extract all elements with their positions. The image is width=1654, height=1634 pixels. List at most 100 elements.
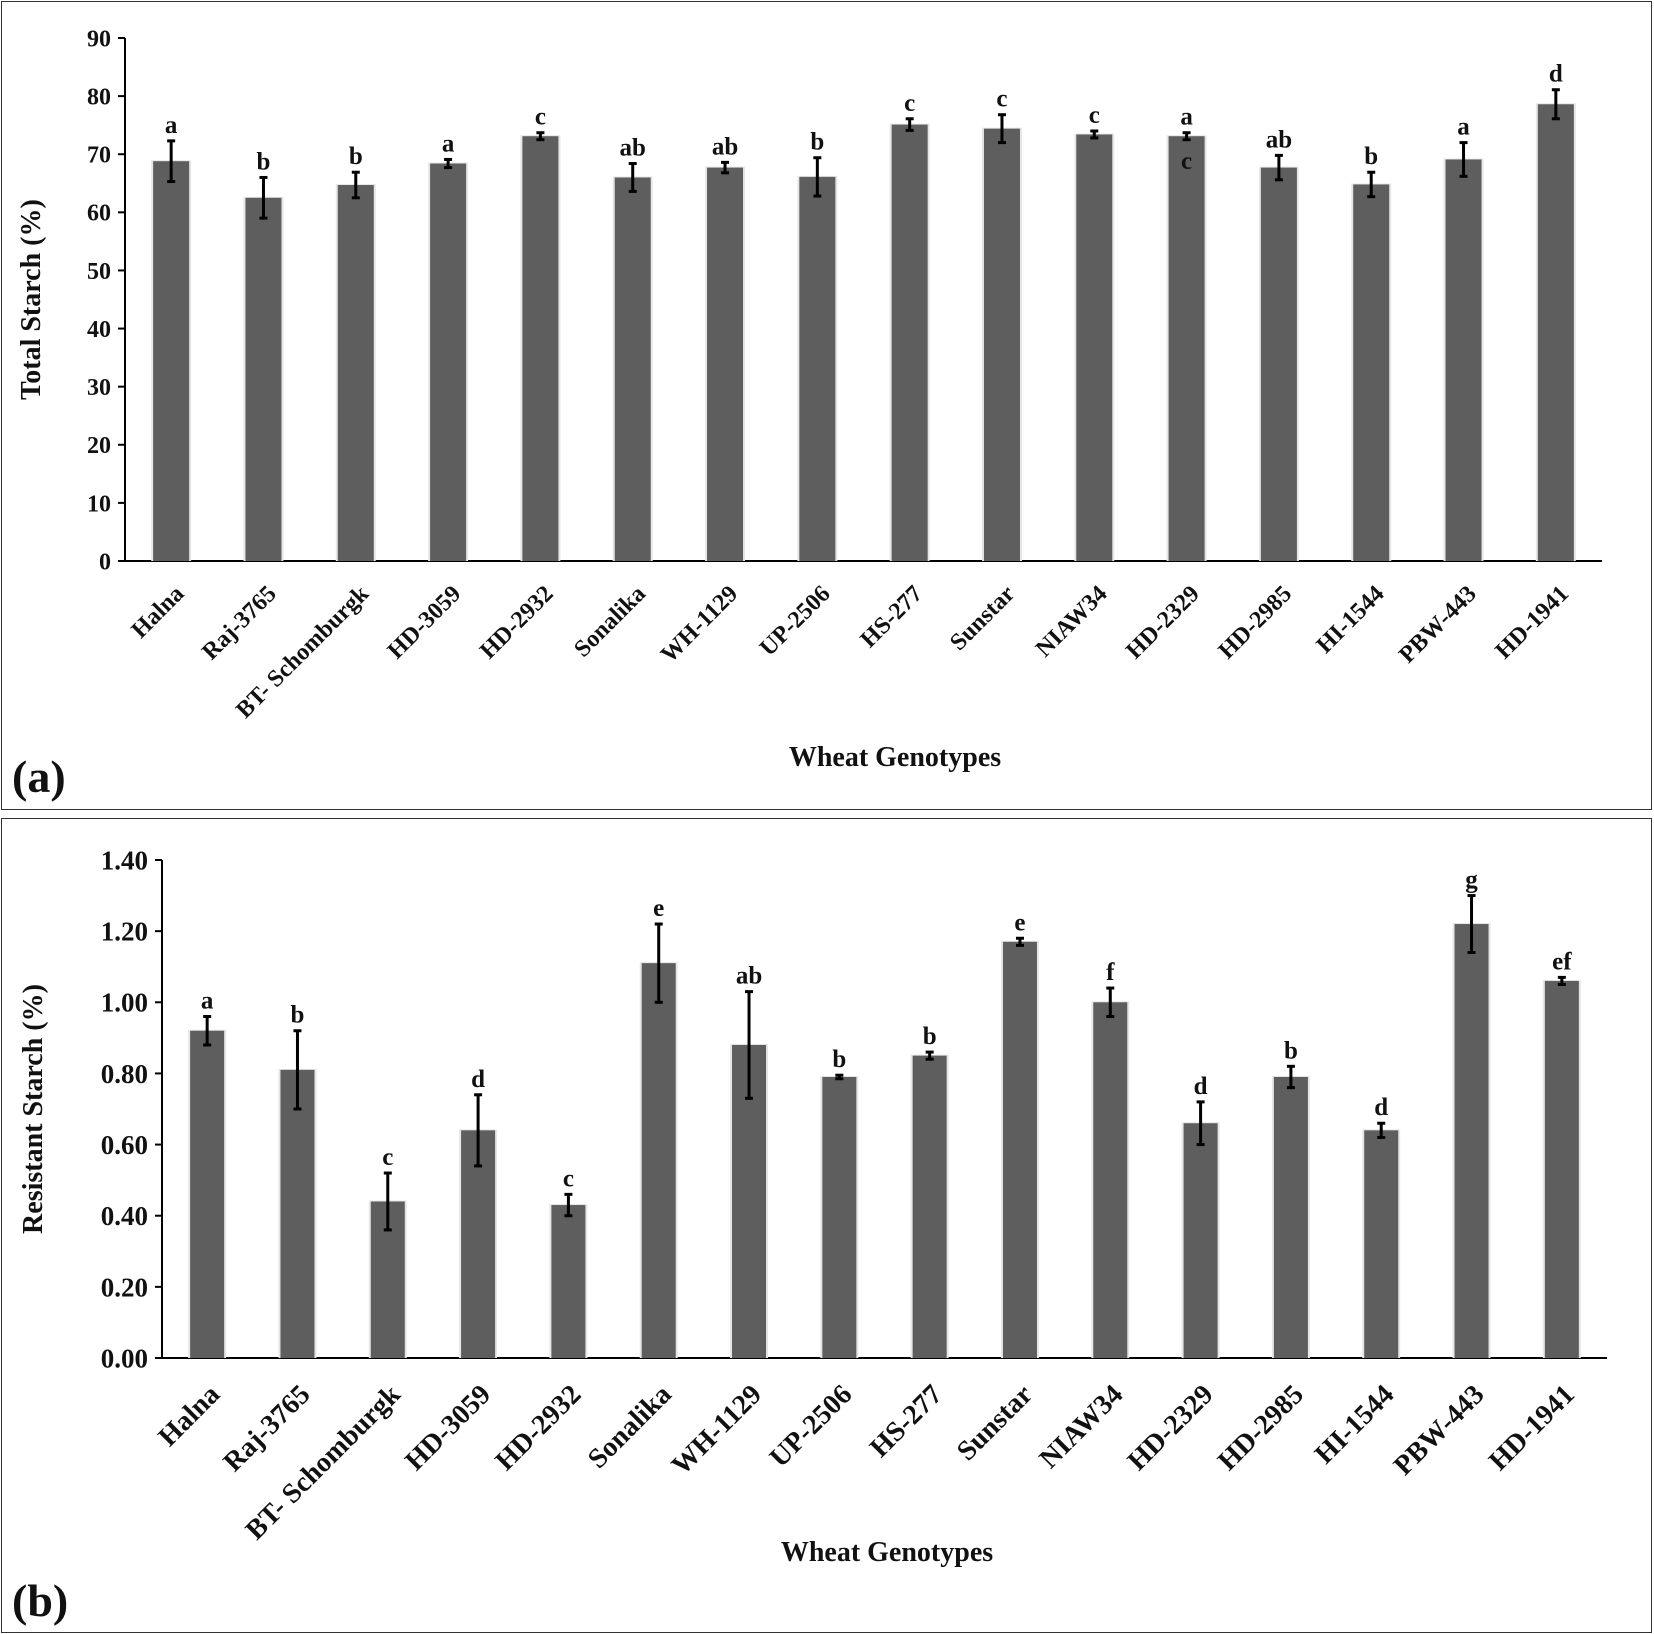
significance-label: a [1457, 114, 1470, 141]
significance-label: b [1364, 143, 1378, 170]
x-tick-label: Halna [127, 581, 190, 644]
significance-label: d [471, 1066, 485, 1093]
panel-label: (a) [12, 751, 66, 802]
significance-label: d [1374, 1094, 1388, 1121]
significance-label: c [904, 90, 915, 117]
significance-label: e [1014, 909, 1025, 936]
y-tick-label: 0.20 [101, 1272, 148, 1302]
x-axis-label: Wheat Genotypes [781, 1537, 993, 1568]
significance-label: a [442, 130, 455, 157]
x-tick-label: HI-1544 [1312, 581, 1390, 659]
x-tick-label: Sunstar [945, 581, 1020, 656]
x-tick-label: PBW-443 [1394, 581, 1482, 669]
x-tick-label: UP-2506 [755, 581, 836, 662]
significance-label: b [832, 1046, 846, 1073]
significance-label: d [1194, 1073, 1208, 1100]
bar-raj-3765 [245, 197, 282, 562]
y-tick-label: 0.40 [101, 1201, 148, 1231]
y-tick-label: 30 [87, 375, 111, 401]
bar-hd-1941 [1544, 980, 1579, 1358]
significance-label: ef [1552, 948, 1572, 975]
x-tick-label: NIAW34 [1031, 581, 1113, 663]
significance-label-inner: c [1181, 148, 1192, 175]
bar-halna [153, 161, 190, 561]
bar-hi-1544 [1364, 1130, 1399, 1358]
bar-raj-3765 [280, 1069, 315, 1358]
bar-hd-2985 [1273, 1076, 1308, 1358]
significance-label: ab [1266, 126, 1292, 153]
y-tick-label: 40 [87, 317, 111, 343]
bar-hd-2932 [522, 136, 559, 562]
bar-up-2506 [799, 176, 836, 561]
bar-wh-1129 [707, 167, 744, 562]
significance-label: ab [736, 963, 762, 990]
x-tick-label: HI-1544 [1309, 1379, 1400, 1470]
bar-hs-277 [912, 1055, 947, 1358]
x-tick-label: UP-2506 [764, 1379, 859, 1474]
bar-up-2506 [822, 1076, 857, 1358]
y-tick-label: 60 [87, 201, 111, 227]
bar-bt-schomburgk [337, 185, 374, 561]
x-tick-label: Halna [152, 1379, 226, 1453]
significance-label: d [1549, 61, 1563, 88]
x-tick-label: Sunstar [951, 1379, 1039, 1467]
y-tick-label: 0.00 [101, 1343, 148, 1373]
x-tick-label: HS-277 [864, 1379, 949, 1464]
significance-label: c [1089, 102, 1100, 129]
significance-label: c [563, 1165, 574, 1192]
y-tick-label: 10 [87, 491, 111, 517]
y-tick-label: 1.40 [101, 845, 148, 875]
bar-hd-3059 [461, 1130, 496, 1358]
chart-panel-a: 0 10 20 30 40 50 60 70 80 90 Total Starch (%) a Haln… [1, 1, 1652, 810]
bar-pbw-443 [1454, 924, 1489, 1358]
significance-label: a [201, 988, 214, 1015]
resistant-starch-chart: 0.00 0.20 0.40 0.60 0.80 1.00 1.20 1.40 Resistan… [12, 845, 1607, 1626]
y-tick-label: 20 [87, 433, 111, 459]
bar-sunstar [983, 128, 1020, 562]
x-tick-label: WH-1129 [656, 581, 743, 668]
y-tick-label: 0 [99, 549, 111, 575]
bar-hs-277 [891, 124, 928, 561]
x-tick-label: HD-2985 [1212, 1379, 1310, 1477]
significance-label: b [291, 1002, 305, 1029]
x-axis-label: Wheat Genotypes [789, 742, 1001, 773]
panel-label: (b) [12, 1575, 68, 1626]
y-tick-label: 0.80 [101, 1059, 148, 1089]
y-tick-label: 1.00 [101, 988, 148, 1018]
y-axis-label: Resistant Starch (%) [18, 984, 49, 1234]
bar-pbw-443 [1445, 159, 1482, 562]
significance-label: b [810, 129, 824, 156]
significance-label: e [653, 895, 664, 922]
significance-label: c [535, 104, 546, 131]
x-tick-label: HD-2329 [1122, 1379, 1220, 1477]
bar-hi-1544 [1353, 184, 1390, 561]
bar-hd-2329 [1168, 136, 1205, 562]
significance-label: b [1284, 1037, 1298, 1064]
x-tick-label: PBW-443 [1388, 1379, 1491, 1482]
y-tick-label: 80 [87, 85, 111, 111]
y-tick-label: 90 [87, 26, 111, 52]
bar-hd-2329 [1183, 1123, 1218, 1358]
x-tick-label: HD-1941 [1491, 581, 1574, 664]
y-tick-label: 1.20 [101, 917, 148, 947]
bar-hd-3059 [430, 163, 467, 561]
x-tick-label: HS-277 [856, 581, 928, 653]
x-tick-label: Sonalika [582, 1379, 678, 1475]
significance-label: ab [620, 135, 646, 162]
y-tick-label: 0.60 [101, 1130, 148, 1160]
significance-label: a [165, 112, 178, 139]
x-tick-label: HD-2329 [1121, 581, 1204, 664]
significance-label: b [923, 1023, 937, 1050]
bar-niaw34 [1093, 1002, 1128, 1358]
y-tick-label: 50 [87, 259, 111, 285]
bar-sonalika [614, 177, 651, 561]
chart-panel-b: 0.00 0.20 0.40 0.60 0.80 1.00 1.20 1.40 Resistan… [1, 818, 1652, 1633]
bar-sunstar [1002, 941, 1037, 1358]
y-tick-label: 70 [87, 143, 111, 169]
y-axis-label: Total Starch (%) [16, 199, 47, 400]
x-tick-label: Sonalika [569, 581, 651, 663]
x-tick-label: HD-2932 [475, 581, 558, 664]
significance-label: a [1180, 104, 1193, 131]
significance-label: b [349, 143, 363, 170]
bar-hd-1941 [1537, 104, 1574, 561]
